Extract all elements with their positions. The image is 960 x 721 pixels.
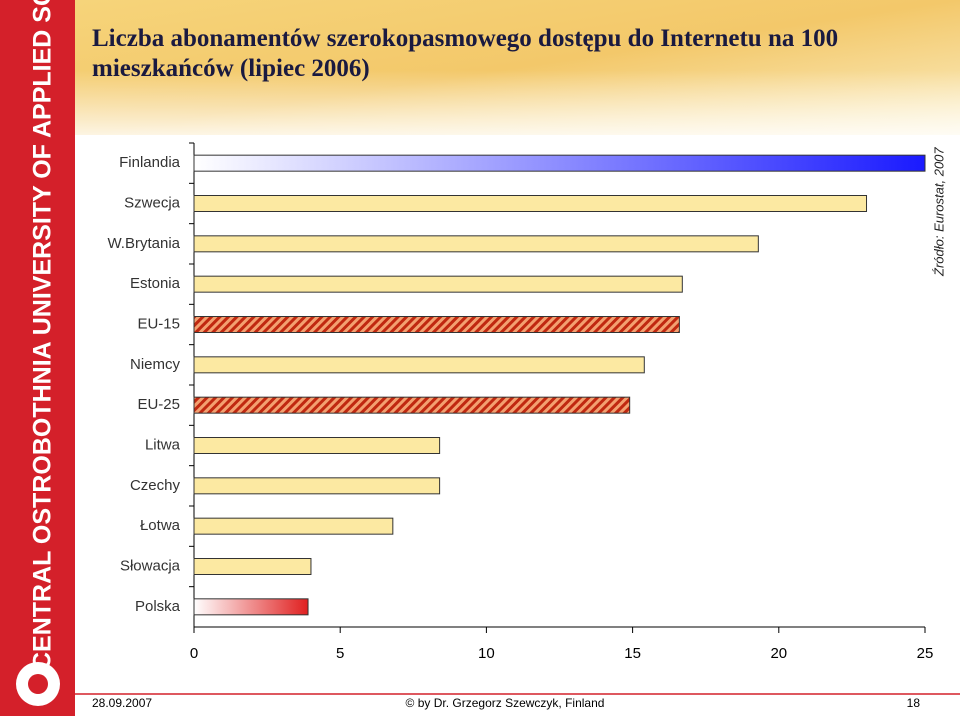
sidebar xyxy=(0,0,75,716)
chart-title: Liczba abonamentów szerokopasmowego dost… xyxy=(92,25,839,82)
bar xyxy=(193,598,309,616)
sidebar-text: CENTRAL OSTROBOTHNIA UNIVERSITY OF APPLI… xyxy=(29,0,57,670)
y-tick-label: EU-25 xyxy=(137,396,180,413)
bar xyxy=(193,477,441,495)
y-tick-label: Szwecja xyxy=(124,194,181,211)
bar xyxy=(193,235,759,253)
y-tick-label: Polska xyxy=(135,598,181,615)
title-box: Liczba abonamentów szerokopasmowego dost… xyxy=(92,25,839,82)
y-tick-label: Estonia xyxy=(130,275,181,292)
y-tick-label: W.Brytania xyxy=(107,235,180,252)
bar xyxy=(193,195,868,212)
footer-author: © by Dr. Grzegorz Szewczyk, Finland xyxy=(406,696,605,710)
logo-dot xyxy=(28,674,48,694)
footer-page: 18 xyxy=(907,696,921,710)
bar xyxy=(193,154,926,172)
bar xyxy=(193,396,631,414)
y-tick-label: Finlandia xyxy=(119,154,181,171)
banner-fade xyxy=(75,70,960,150)
x-tick-label: 10 xyxy=(478,645,495,662)
y-tick-label: Słowacja xyxy=(120,557,181,574)
bar xyxy=(193,558,312,575)
x-tick-label: 20 xyxy=(770,645,787,662)
y-tick-label: Niemcy xyxy=(130,356,181,373)
y-tick-label: EU-15 xyxy=(137,315,180,332)
y-tick-label: Litwa xyxy=(145,436,181,453)
y-tick-label: Łotwa xyxy=(140,517,181,534)
x-tick-label: 0 xyxy=(190,645,198,662)
footer-date: 28.09.2007 xyxy=(92,696,152,710)
y-tick-label: Czechy xyxy=(130,477,181,494)
bar xyxy=(193,275,683,293)
bar xyxy=(193,356,645,374)
source: Źródło: Eurostat, 2007 xyxy=(931,147,946,277)
x-tick-label: 25 xyxy=(917,645,934,662)
bar xyxy=(193,517,394,535)
x-tick-label: 15 xyxy=(624,645,641,662)
x-tick-label: 5 xyxy=(336,645,344,662)
bar xyxy=(193,437,441,454)
bar xyxy=(193,316,680,333)
